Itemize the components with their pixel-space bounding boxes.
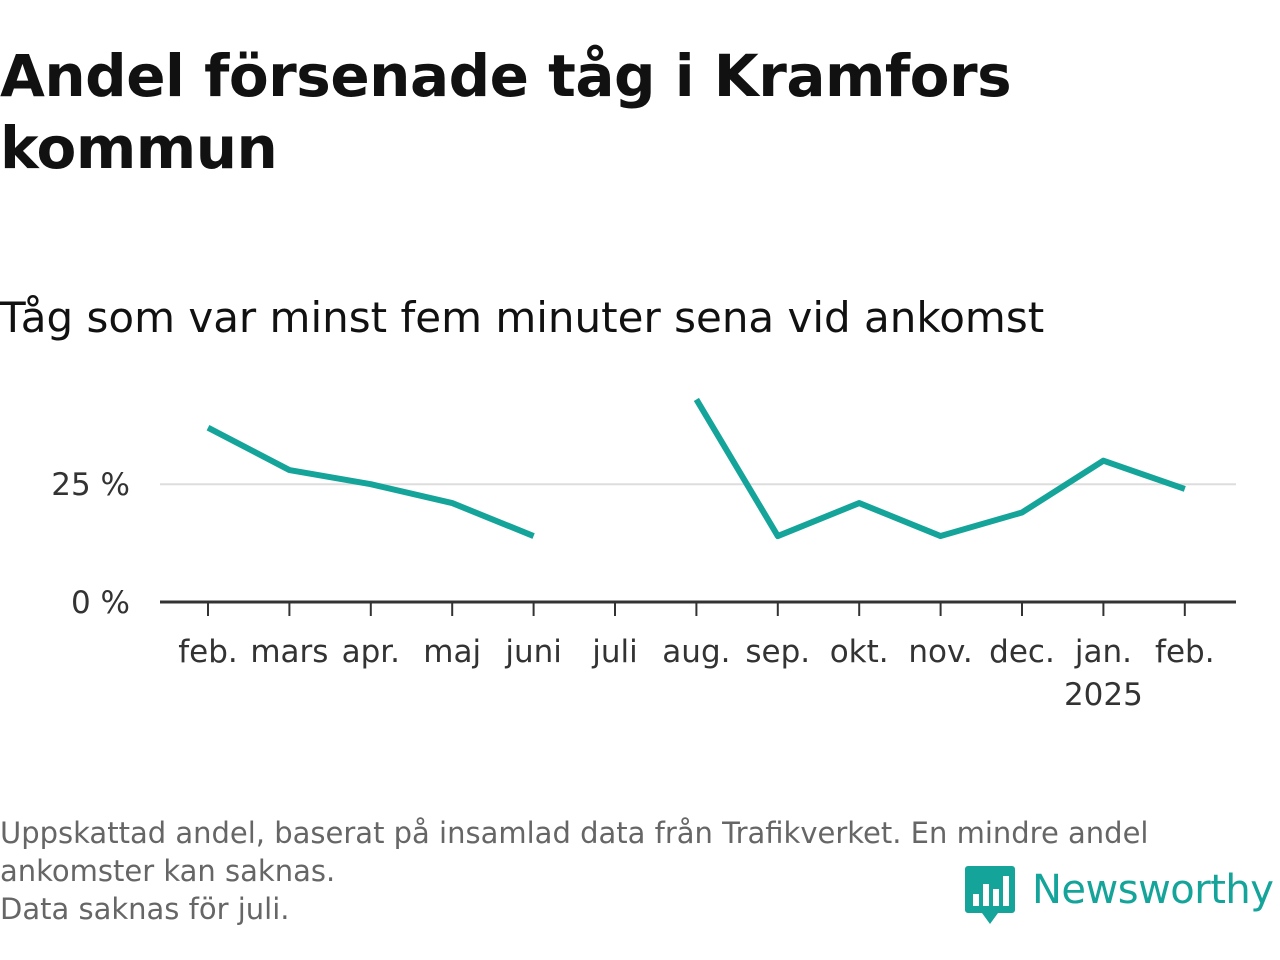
data-point bbox=[1019, 509, 1025, 515]
x-tick-label: feb. bbox=[178, 634, 238, 670]
x-tick-label: maj bbox=[423, 634, 481, 670]
data-point bbox=[693, 396, 699, 402]
data-point bbox=[856, 500, 862, 506]
brand: Newsworthy bbox=[964, 864, 1274, 926]
line-chart: 0 % 25 % feb. mars apr. maj juni juli aug. sep. o… bbox=[51, 396, 1236, 713]
x-axis: feb. mars apr. maj juni juli aug. sep. okt. nov. d… bbox=[160, 600, 1236, 713]
y-tick-label: 25 % bbox=[51, 467, 130, 503]
data-point bbox=[205, 425, 211, 431]
data-point bbox=[775, 533, 781, 539]
data-point bbox=[1100, 458, 1106, 464]
x-tick-sublabel: 2025 bbox=[1064, 677, 1143, 713]
x-tick-label: dec. bbox=[989, 634, 1055, 670]
footnotes: Uppskattad andel, baserat på insamlad da… bbox=[0, 814, 1270, 928]
x-tick-label: sep. bbox=[745, 634, 810, 670]
x-tick-label: apr. bbox=[342, 634, 400, 670]
brand-name: Newsworthy bbox=[1032, 867, 1274, 913]
footnote-missing-data: Data saknas för juli. bbox=[0, 892, 290, 926]
x-tick-label: mars bbox=[250, 634, 328, 670]
x-tick-label: jan. bbox=[1074, 634, 1132, 670]
data-point bbox=[368, 481, 374, 487]
data-point bbox=[1182, 486, 1188, 492]
series-line-segment bbox=[693, 397, 1186, 540]
series-delayed-share bbox=[205, 396, 1188, 540]
series-line-segment bbox=[206, 425, 535, 539]
y-tick-label: 0 % bbox=[71, 585, 130, 621]
data-point bbox=[449, 500, 455, 506]
data-point bbox=[531, 533, 537, 539]
x-tick-label: feb. bbox=[1155, 634, 1215, 670]
data-point bbox=[938, 533, 944, 539]
chart-title: Andel försenade tåg i Kramfors kommun bbox=[0, 42, 1012, 182]
x-tick-label: juni bbox=[504, 634, 562, 670]
x-tick-label: aug. bbox=[662, 634, 730, 670]
x-tick-label: juli bbox=[591, 634, 638, 670]
x-tick-label: nov. bbox=[908, 634, 972, 670]
y-axis: 0 % 25 % bbox=[51, 467, 130, 621]
data-point bbox=[286, 467, 292, 473]
chart-subtitle: Tåg som var minst fem minuter sena vid a… bbox=[0, 293, 1045, 342]
x-tick-label: okt. bbox=[830, 634, 889, 670]
newsworthy-chart-badge-icon bbox=[965, 866, 1015, 924]
footnote-source: Uppskattad andel, baserat på insamlad da… bbox=[0, 816, 1149, 888]
